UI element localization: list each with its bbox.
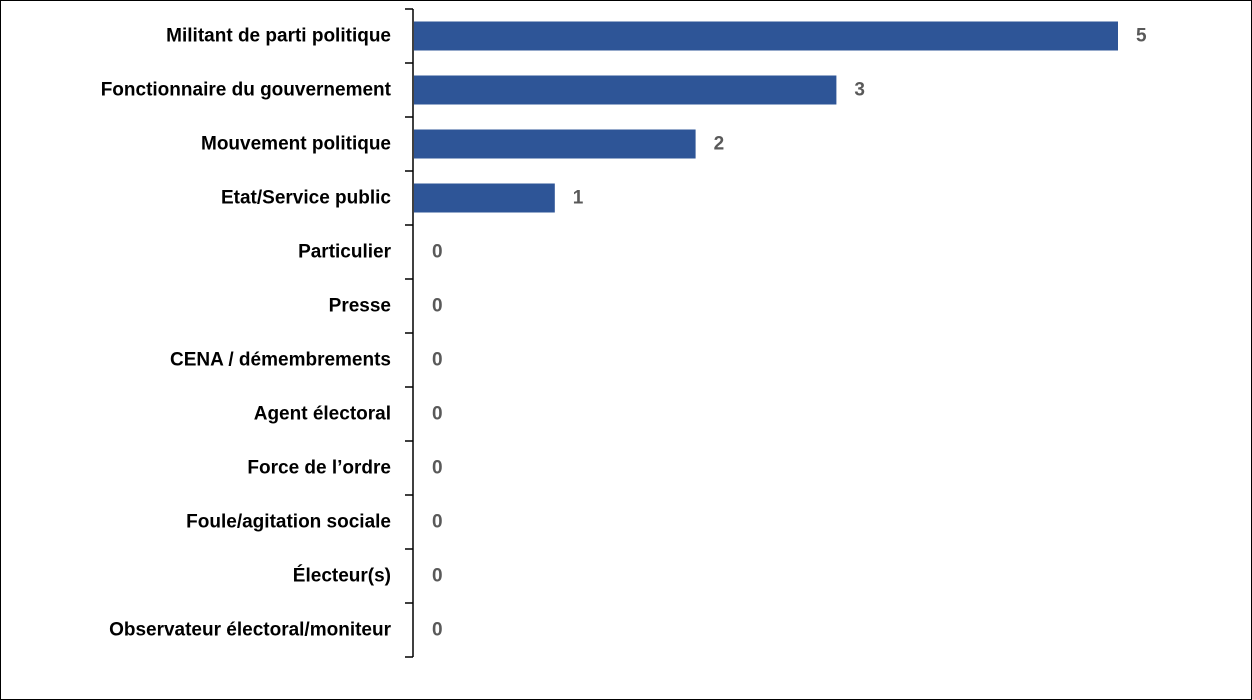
category-label: Foule/agitation sociale [186,512,391,533]
data-label: 0 [432,458,443,479]
data-label: 3 [854,80,865,101]
data-label: 0 [432,242,443,263]
data-label: 0 [432,404,443,425]
bar [414,129,696,159]
category-label: Particulier [298,242,392,263]
category-label: Mouvement politique [201,134,391,155]
bar [414,75,837,105]
data-label: 0 [432,350,443,371]
category-label: Observateur électoral/moniteur [109,620,392,641]
data-label: 5 [1136,26,1147,47]
data-label: 1 [573,188,584,209]
value-labels: 5 3 2 1 0 0 0 0 0 0 0 0 [432,26,1147,641]
data-label: 0 [432,512,443,533]
category-label: Force de l’ordre [247,458,391,479]
category-label: Militant de parti politique [166,26,391,47]
category-axis [405,8,414,658]
bars-layer [414,21,1118,213]
category-labels: Militant de parti politique Fonctionnaire… [101,26,392,641]
category-label: Agent électoral [254,404,391,425]
category-label: Presse [329,296,391,317]
category-label: Etat/Service public [221,188,391,209]
category-label: Électeur(s) [293,565,391,587]
category-label: CENA / démembrements [170,350,391,371]
data-label: 0 [432,566,443,587]
data-label: 2 [714,134,725,155]
bar [414,21,1118,51]
data-label: 0 [432,296,443,317]
category-label: Fonctionnaire du gouvernement [101,80,392,101]
bar [414,183,555,213]
data-label: 0 [432,620,443,641]
